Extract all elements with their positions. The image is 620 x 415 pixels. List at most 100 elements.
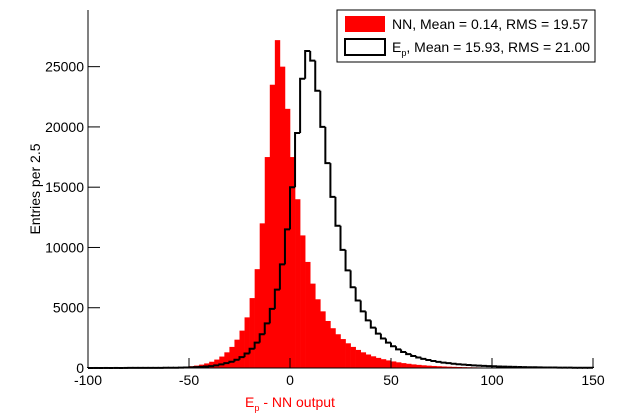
text-part: E (245, 394, 254, 410)
histogram-step (344, 249, 351, 272)
histogram-step (374, 327, 381, 335)
histogram-step (435, 360, 442, 363)
histogram-step (238, 356, 245, 360)
histogram-step (405, 351, 412, 356)
histogram-bar (229, 346, 235, 368)
histogram-step (440, 361, 447, 364)
histogram-bar (300, 235, 306, 368)
legend-swatch (345, 16, 385, 32)
x-tick-label: 100 (480, 372, 504, 388)
histogram-bar (350, 346, 356, 368)
histogram-bar (431, 365, 437, 368)
histogram-bar (456, 366, 462, 368)
y-tick-label: 10000 (45, 239, 84, 255)
x-tick-label: 0 (286, 372, 294, 388)
histogram-bar (436, 366, 442, 368)
histogram-bar (224, 352, 230, 368)
histogram-bar (391, 361, 397, 368)
histogram-step (364, 311, 371, 322)
histogram-bar (370, 356, 377, 368)
histogram-step (400, 349, 407, 353)
histogram-step (273, 288, 280, 309)
histogram-step (258, 333, 265, 343)
histogram-step (304, 49, 311, 79)
histogram-bar (441, 366, 447, 368)
histogram-bar (249, 298, 255, 368)
histogram-bar (244, 317, 250, 368)
histogram-bar (310, 283, 316, 368)
histogram-bar (274, 40, 281, 369)
y-tick-label: 25000 (45, 59, 84, 75)
x-tick-label: -50 (179, 372, 199, 388)
histogram-step (263, 322, 270, 335)
histogram-step (425, 358, 432, 362)
legend-swatch (344, 38, 386, 56)
histogram-bar (416, 364, 422, 368)
histogram-step (223, 362, 230, 365)
subscript: p (401, 48, 406, 58)
histogram-step (390, 342, 397, 348)
y-tick-label: 0 (76, 360, 84, 376)
histogram-step (294, 131, 301, 188)
histogram-bar (446, 366, 452, 368)
histogram-bar (406, 363, 412, 368)
histogram-bar (254, 269, 260, 368)
histogram-bar (335, 334, 341, 368)
y-axis-title: Entries per 2.5 (27, 143, 43, 234)
histogram-step (233, 358, 240, 362)
histogram-bar (315, 299, 321, 368)
histogram-step (278, 263, 285, 290)
histogram-bar (396, 362, 402, 368)
text-part: E (392, 39, 401, 55)
histogram-bar (325, 320, 331, 368)
histogram-step (243, 352, 250, 358)
histogram-step (248, 347, 255, 354)
histogram-bar (345, 343, 351, 368)
text-part: NN, Mean = 0.14, RMS = 19.57 (392, 16, 588, 32)
histogram-bar (451, 366, 457, 368)
legend-label: NN, Mean = 0.14, RMS = 19.57 (392, 16, 588, 32)
histogram-bar (259, 223, 266, 368)
histogram-bar (234, 339, 240, 368)
histogram-bar (365, 354, 372, 368)
histogram-bar (305, 261, 311, 368)
histogram-bar (290, 157, 296, 368)
histogram-step (314, 60, 321, 92)
x-tick-label: 150 (581, 372, 605, 388)
histogram-step (450, 362, 457, 365)
histogram-bar (295, 199, 301, 368)
histogram-step (268, 307, 275, 324)
histogram-step (324, 126, 331, 165)
histogram-bar (320, 311, 326, 368)
histogram-bar (380, 359, 387, 368)
histogram-step (445, 362, 452, 365)
histogram-step (359, 300, 366, 313)
histogram-bar (284, 108, 291, 369)
histogram-step (379, 333, 386, 340)
histogram-step (415, 355, 422, 359)
histogram-step (369, 320, 376, 329)
histogram-step (410, 354, 417, 357)
legend-label: Ep, Mean = 15.93, RMS = 21.00 (392, 39, 590, 58)
histogram-step (283, 228, 290, 265)
histogram-bar (375, 357, 382, 368)
text-part: - NN output (259, 394, 335, 410)
histogram-bar (239, 330, 245, 368)
histogram-step (253, 341, 260, 349)
histogram-step (289, 186, 296, 230)
histogram-bar (279, 66, 286, 368)
histogram-step (299, 77, 306, 133)
histogram-step (319, 90, 326, 128)
histogram-bar (360, 352, 367, 368)
histogram-bar (219, 356, 225, 368)
subscript: p (254, 403, 259, 413)
histogram-bar (264, 157, 271, 368)
histogram-bar (385, 360, 392, 368)
text-part: , Mean = 15.93, RMS = 21.00 (406, 39, 590, 55)
y-tick-label: 20000 (45, 119, 84, 135)
histogram-step (329, 163, 336, 198)
histogram-step (309, 50, 316, 62)
histogram-step (395, 346, 402, 351)
histogram-step (339, 225, 346, 251)
